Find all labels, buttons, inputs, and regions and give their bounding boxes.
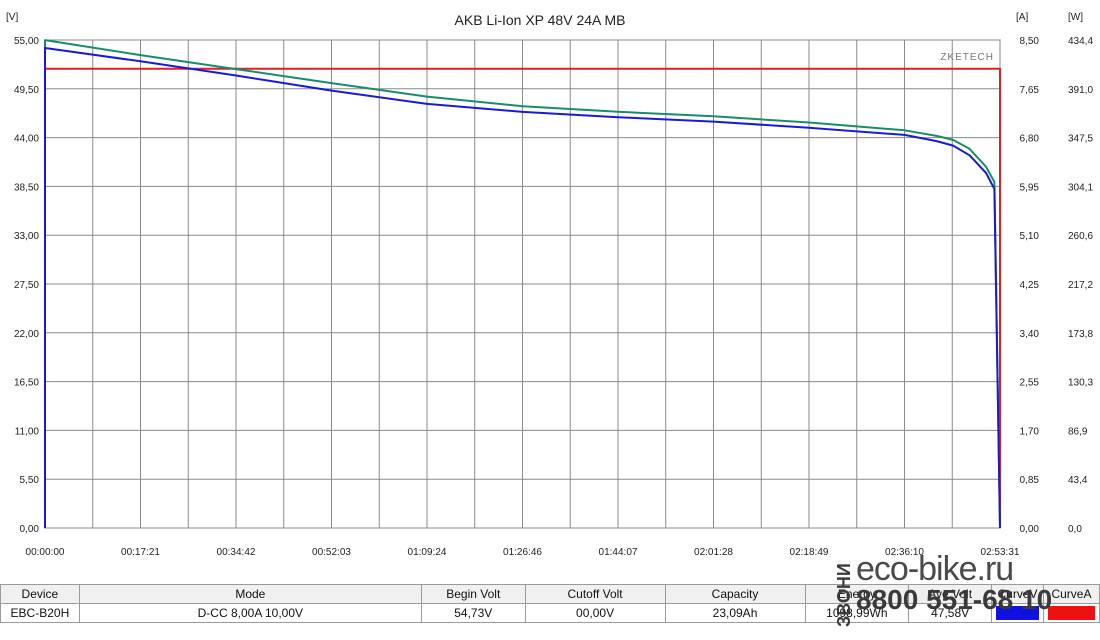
- y-left-tick-label: 33,00: [14, 231, 39, 242]
- y-power-tick-label: 217,2: [1068, 280, 1093, 291]
- y-left-tick-label: 38,50: [14, 182, 39, 193]
- chart-title: AKB Li-Ion XP 48V 24A MB: [455, 12, 626, 28]
- header-mode: Mode: [78, 584, 422, 604]
- y-power-tick-label: 391,0: [1068, 85, 1093, 96]
- series-lines: [44, 39, 1001, 529]
- header-device: Device: [0, 584, 80, 604]
- zketech-watermark: ZKETECH: [940, 52, 994, 63]
- header-curve-a: CurveA: [1042, 584, 1100, 604]
- y-left-tick-label: 27,50: [14, 280, 39, 291]
- value-capacity: 23,09Ah: [664, 603, 806, 623]
- value-mode: D-CC 8,00A 10,00V: [78, 603, 422, 623]
- status-header-row: Device Mode Begin Volt Cutoff Volt Capac…: [0, 584, 1100, 604]
- status-values-row: EBC-B20H D-CC 8,00A 10,00V 54,73V 00,00V…: [0, 603, 1100, 623]
- y-left-tick-label: 22,00: [14, 329, 39, 340]
- y-power-tick-label: 86,9: [1068, 426, 1088, 437]
- y-left-tick-label: 44,00: [14, 134, 39, 145]
- x-tick-label: 00:00:00: [26, 547, 65, 558]
- status-table: Device Mode Begin Volt Cutoff Volt Capac…: [0, 584, 1100, 623]
- y-power-tick-label: 43,4: [1068, 475, 1088, 486]
- y-power-tick-label: 130,3: [1068, 378, 1093, 389]
- y-current-tick-label: 4,25: [1020, 280, 1040, 291]
- y-left-tick-label: 16,50: [14, 378, 39, 389]
- axis-labels: 00:00:00 00:17:21 00:34:42 00:52:03 01:09:24…: [14, 36, 1093, 558]
- header-curve-v: CurveV: [991, 584, 1044, 604]
- x-tick-label: 01:44:07: [599, 547, 638, 558]
- header-begin-volt: Begin Volt: [420, 584, 526, 604]
- y-power-tick-label: 347,5: [1068, 134, 1093, 145]
- header-capacity: Capacity: [664, 584, 806, 604]
- x-tick-label: 02:36:10: [885, 547, 924, 558]
- curve-v-color-swatch: [996, 606, 1039, 620]
- unit-current-label: [A]: [1016, 12, 1028, 23]
- y-current-tick-label: 0,00: [1020, 524, 1040, 535]
- x-tick-label: 02:01:28: [694, 547, 733, 558]
- y-current-tick-label: 8,50: [1020, 36, 1040, 47]
- series-line-power: [44, 39, 1001, 529]
- y-current-tick-label: 5,10: [1020, 231, 1040, 242]
- y-power-tick-label: 434,4: [1068, 36, 1093, 47]
- y-left-tick-label: 49,50: [14, 85, 39, 96]
- y-power-tick-label: 173,8: [1068, 329, 1093, 340]
- y-left-tick-label: 11,00: [15, 426, 40, 437]
- grid-lines: [44, 39, 1001, 529]
- y-current-tick-label: 7,65: [1020, 85, 1040, 96]
- y-left-tick-label: 55,00: [14, 36, 39, 47]
- y-power-tick-label: 260,6: [1068, 231, 1093, 242]
- y-current-tick-label: 5,95: [1020, 182, 1040, 193]
- y-power-tick-label: 0,0: [1068, 524, 1082, 535]
- value-device: EBC-B20H: [0, 603, 80, 623]
- curve-a-color-swatch: [1047, 606, 1095, 620]
- unit-left-label: [V]: [6, 12, 18, 23]
- header-ave-volt: Ave Volt: [908, 584, 993, 604]
- discharge-chart: 00:00:00 00:17:21 00:34:42 00:52:03 01:09:24…: [6, 12, 1093, 558]
- curve-a-swatch-cell: [1042, 603, 1100, 623]
- y-current-tick-label: 6,80: [1020, 134, 1040, 145]
- header-energy: Energy: [804, 584, 910, 604]
- x-tick-label: 00:52:03: [312, 547, 351, 558]
- series-line-curvev: [44, 47, 1001, 529]
- y-left-tick-label: 5,50: [20, 475, 40, 486]
- curve-v-swatch-cell: [991, 603, 1044, 623]
- unit-power-label: [W]: [1068, 12, 1083, 23]
- y-current-tick-label: 2,55: [1020, 378, 1040, 389]
- x-tick-label: 01:26:46: [503, 547, 542, 558]
- x-tick-label: 02:18:49: [790, 547, 829, 558]
- value-cutoff-volt: 00,00V: [524, 603, 666, 623]
- y-current-tick-label: 1,70: [1020, 426, 1040, 437]
- value-ave-volt: 47,58V: [908, 603, 993, 623]
- y-current-tick-label: 0,85: [1020, 475, 1040, 486]
- x-tick-label: 02:53:31: [981, 547, 1020, 558]
- y-current-tick-label: 3,40: [1020, 329, 1040, 340]
- value-begin-volt: 54,73V: [420, 603, 526, 623]
- x-tick-label: 00:17:21: [121, 547, 160, 558]
- y-left-tick-label: 0,00: [20, 524, 40, 535]
- x-tick-label: 00:34:42: [217, 547, 256, 558]
- y-power-tick-label: 304,1: [1068, 182, 1093, 193]
- header-cutoff-volt: Cutoff Volt: [524, 584, 666, 604]
- x-tick-label: 01:09:24: [408, 547, 447, 558]
- value-energy: 1098,99Wh: [804, 603, 910, 623]
